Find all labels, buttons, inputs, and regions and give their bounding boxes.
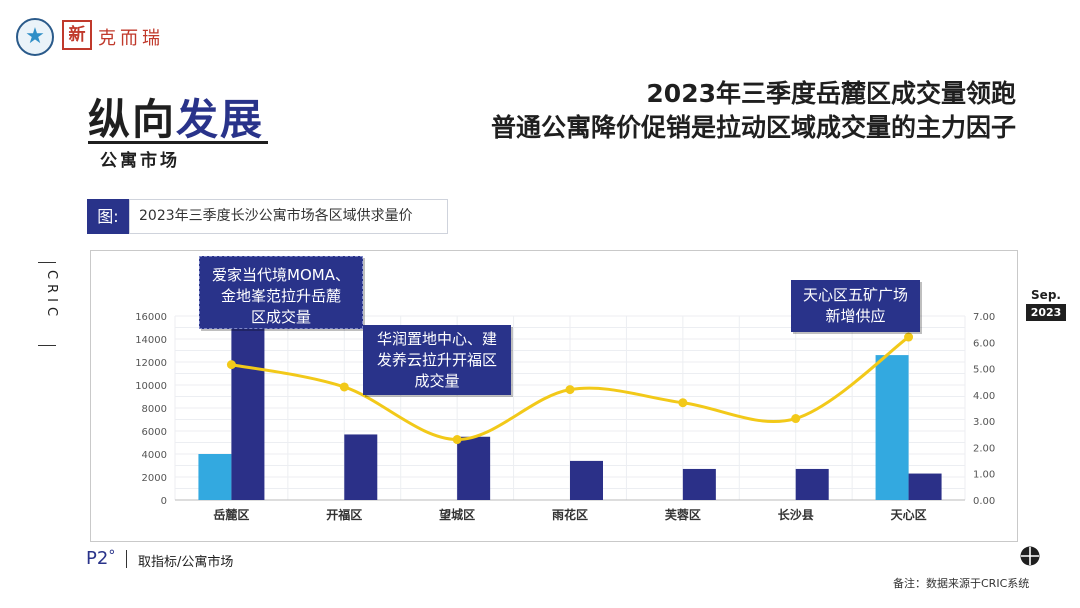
source-note: 备注：数据来源于CRIC系统 <box>893 577 1030 590</box>
x-tick-label: 望城区 <box>439 507 475 522</box>
y-left-tick-label: 2000 <box>142 473 167 484</box>
bar-deal <box>908 473 942 500</box>
cric-bar-bottom <box>38 345 56 346</box>
y-left-tick-label: 0 <box>161 496 167 507</box>
callout-kaifu-line: 发养云拉升开福区 <box>376 351 497 369</box>
callout-kaifu-line: 华润置地中心、建 <box>376 330 497 348</box>
price-point <box>452 435 462 445</box>
callout-kaifu-line: 成交量 <box>414 372 460 390</box>
callout-yuelu-line: 爱家当代境MOMA、 <box>212 266 350 284</box>
x-tick-label: 天心区 <box>891 508 927 522</box>
y-left-tick-label: 4000 <box>142 450 167 461</box>
price-point <box>791 414 801 424</box>
y-right-tick-label: 6.00 <box>973 338 995 349</box>
y-left-tick-label: 6000 <box>142 427 167 438</box>
callout-tianxin-line: 新增供应 <box>825 307 886 325</box>
y-right-tick-label: 7.00 <box>973 312 995 323</box>
figure-tag: 图: <box>87 199 129 234</box>
callout-kaifu: 华润置地中心、建 发养云拉升开福区 成交量 <box>363 325 511 395</box>
bar-supply <box>875 355 909 500</box>
section-title: 纵向发展 <box>88 86 264 147</box>
y-right-tick-label: 3.00 <box>973 417 995 428</box>
callout-tianxin: 天心区五矿广场 新增供应 <box>791 280 920 332</box>
bar-deal <box>570 460 603 500</box>
y-left-tick-label: 14000 <box>135 335 167 346</box>
cric-bar-top <box>38 262 56 263</box>
price-point <box>226 360 236 370</box>
x-tick-label: 开福区 <box>326 507 362 522</box>
price-point <box>678 398 688 408</box>
page-number: P2° <box>86 548 115 569</box>
callout-yuelu: 爱家当代境MOMA、 金地峯范拉升岳麓 区成交量 <box>199 256 363 329</box>
logo-seal: 新 <box>62 20 92 50</box>
y-right-tick-label: 4.00 <box>973 391 995 402</box>
bar-supply <box>198 454 232 500</box>
x-tick-label: 长沙县 <box>778 507 814 522</box>
date-badge: Sep. 2023 <box>1026 288 1066 321</box>
headline-line-1: 2023年三季度岳麓区成交量领跑 <box>646 79 1016 108</box>
figure-caption: 2023年三季度长沙公寓市场各区域供求量价 <box>129 199 448 234</box>
y-left-tick-label: 10000 <box>135 381 167 392</box>
cric-vertical-mark: CRIC <box>34 262 60 346</box>
callout-yuelu-line: 区成交量 <box>250 308 311 326</box>
compass-icon <box>1020 546 1040 566</box>
footer-label: 取指标/公寓市场 <box>138 555 234 570</box>
date-year: 2023 <box>1026 304 1066 321</box>
bar-deal <box>682 468 716 500</box>
x-tick-label: 芙蓉区 <box>664 507 701 522</box>
bar-deal <box>344 434 378 500</box>
section-underline <box>88 141 268 144</box>
section-subtitle: 公寓市场 <box>100 151 180 171</box>
y-right-tick-label: 5.00 <box>973 365 995 376</box>
logo-emblem-icon: ★ <box>16 18 54 56</box>
headline-line-2: 普通公寓降价促销是拉动区域成交量的主力因子 <box>490 113 1016 142</box>
y-left-tick-label: 16000 <box>135 312 167 323</box>
bar-deal <box>457 436 491 500</box>
y-left-tick-label: 8000 <box>142 404 167 415</box>
y-right-tick-label: 1.00 <box>973 470 995 481</box>
x-tick-label: 岳麓区 <box>213 507 249 522</box>
brand-text: 克而瑞 <box>98 28 164 49</box>
x-tick-label: 雨花区 <box>552 507 588 522</box>
y-right-tick-label: 2.00 <box>973 443 995 454</box>
price-point <box>339 382 349 392</box>
page-number-text: P2 <box>86 548 109 569</box>
section-title-highlight: 发展 <box>176 95 265 144</box>
bar-deal <box>795 468 829 500</box>
y-right-tick-label: 0.00 <box>973 496 995 507</box>
section-title-plain: 纵向 <box>88 95 177 144</box>
page-separator <box>126 550 127 568</box>
page-degree: ° <box>108 548 116 564</box>
y-left-tick-label: 12000 <box>135 358 167 369</box>
callout-tianxin-line: 天心区五矿广场 <box>802 286 908 304</box>
cric-vertical-text: CRIC <box>44 270 59 322</box>
callout-yuelu-line: 金地峯范拉升岳麓 <box>220 287 341 305</box>
price-point <box>565 385 575 395</box>
bar-deal <box>231 304 265 500</box>
price-point <box>904 332 914 342</box>
date-month: Sep. <box>1031 288 1061 302</box>
